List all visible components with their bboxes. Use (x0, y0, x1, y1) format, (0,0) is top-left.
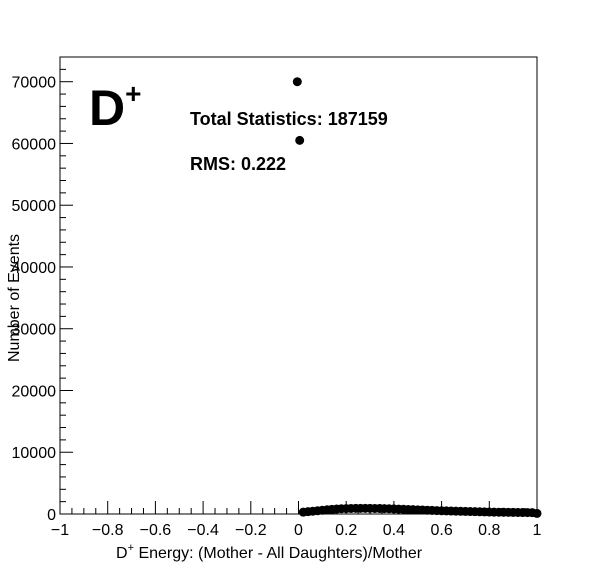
x-tick-label: 0 (294, 522, 303, 539)
x-tick-label: 1 (533, 522, 542, 539)
y-tick-label: 30000 (12, 322, 57, 339)
x-tick-label: 0.6 (430, 522, 452, 539)
total-statistics-text: Total Statistics: 187159 (190, 109, 388, 129)
y-tick-label: 20000 (12, 383, 57, 400)
x-tick-label: −1 (51, 522, 69, 539)
x-axis-title: D+ Energy: (Mother - All Daughters)/Moth… (116, 542, 423, 562)
y-axis-title: Number of Events (6, 234, 23, 362)
rms-text: RMS: 0.222 (190, 154, 286, 174)
data-point (292, 77, 302, 87)
y-tick-label: 60000 (12, 136, 57, 153)
data-point (295, 135, 305, 145)
data-points (292, 77, 542, 518)
x-tick-label: −0.6 (140, 522, 172, 539)
x-tick-label: 0.8 (478, 522, 500, 539)
x-tick-label: −0.4 (187, 522, 219, 539)
y-axis-ticks: 0 10000 20000 30000 40000 50000 60000 70000 (12, 56, 73, 524)
y-tick-label: 50000 (12, 198, 57, 215)
x-tick-label: 0.4 (383, 522, 405, 539)
x-axis-ticks: −1 −0.8 −0.6 −0.4 −0.2 0 0.2 0.4 0.6 0.8 1 (51, 501, 542, 539)
x-tick-label: −0.8 (92, 522, 124, 539)
y-tick-label: 40000 (12, 260, 57, 277)
particle-label: D+ (89, 78, 141, 136)
y-tick-label: 70000 (12, 75, 57, 92)
x-tick-label: 0.2 (335, 522, 357, 539)
x-tick-label: −0.2 (235, 522, 267, 539)
y-tick-label: 10000 (12, 445, 57, 462)
y-tick-label: 0 (47, 507, 56, 524)
data-point (532, 508, 542, 518)
